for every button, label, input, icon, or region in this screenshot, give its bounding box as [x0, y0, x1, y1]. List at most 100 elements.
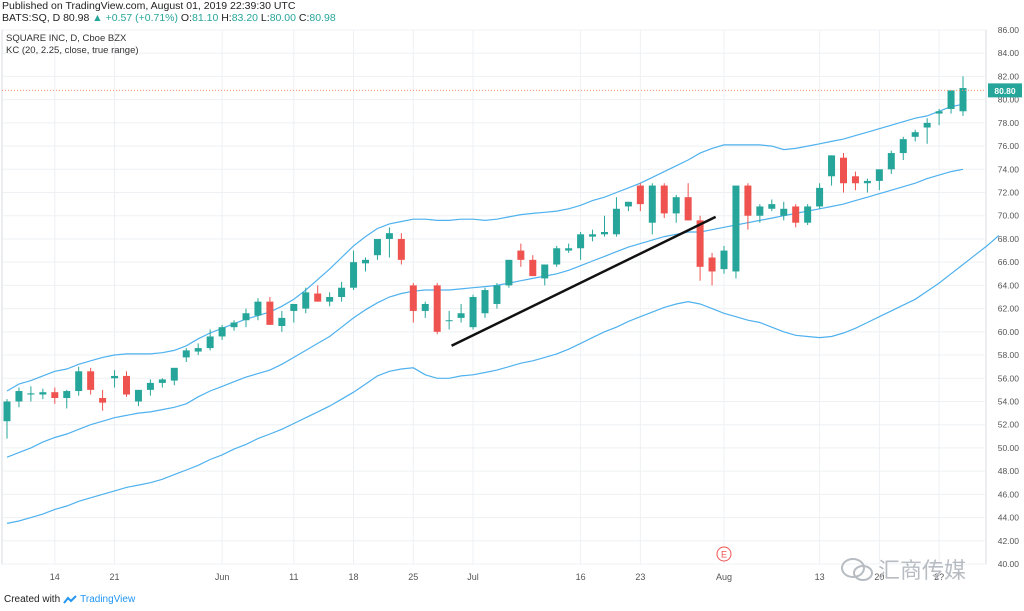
x-tick-label: 25 [408, 572, 418, 582]
candle-body-up [362, 259, 369, 264]
x-tick-label: 20 [874, 572, 884, 582]
candle-body-up [493, 285, 501, 304]
time-axis[interactable]: 14 21 Jun 11 18 25 Jul 16 23 Aug 13 20 2? [50, 572, 944, 582]
y-tick-label: 84.00 [998, 48, 1020, 58]
y-tick-label: 74.00 [998, 164, 1020, 174]
y-tick-label: 52.00 [998, 420, 1020, 430]
candle-body-up [75, 371, 83, 392]
y-tick-label: 44.00 [998, 513, 1020, 523]
tradingview-brand[interactable]: TradingView [80, 594, 136, 605]
candle-body-up [601, 231, 608, 235]
candle-body-down [744, 185, 752, 216]
price-axis[interactable]: 86.00 84.00 82.00 80.00 78.00 76.00 74.00 72.00… [988, 25, 1022, 569]
candle-body-up [648, 185, 656, 223]
current-price-tag [988, 83, 1022, 98]
candle-body-up [541, 264, 549, 279]
grid-lines [1, 29, 987, 565]
candle-body-up [481, 290, 489, 314]
candle-body-up [338, 287, 346, 297]
candle-body-up [565, 248, 573, 251]
candle-body-down [529, 259, 537, 277]
y-tick-label: 66.00 [998, 257, 1020, 267]
candle-body-down [636, 185, 644, 205]
high-value: 83.20 [231, 12, 258, 24]
candle-body-up [469, 297, 477, 328]
candle-body-up [863, 180, 871, 184]
tradingview-logo-icon [63, 594, 77, 604]
x-tick-label: 13 [815, 572, 825, 582]
x-tick-label: 2? [934, 572, 944, 582]
current-price-label: 80.80 [994, 86, 1016, 96]
overlays: E [2, 89, 986, 562]
candle-body-up [935, 111, 943, 114]
y-tick-label: 58.00 [998, 350, 1020, 360]
ticker: BATS:SQ, D [2, 12, 61, 24]
earnings-event-icon [716, 546, 732, 562]
candles [3, 76, 967, 439]
high-label: H: [221, 12, 232, 24]
candle-body-up [278, 317, 286, 327]
candle-body-up [170, 367, 178, 381]
x-tick-label: 23 [635, 572, 645, 582]
candle-body-up [947, 90, 955, 109]
legend-symbol: SQUARE INC, D, Cboe BZX [6, 33, 127, 44]
candle-body-down [397, 238, 405, 260]
open-value: 81.10 [192, 12, 219, 24]
candle-body-down [409, 285, 417, 311]
watermark: 汇商传媒 [840, 553, 966, 585]
y-tick-label: 68.00 [998, 234, 1020, 244]
candle-body-up [780, 208, 788, 216]
candle-body-down [266, 301, 274, 325]
ticker-line: BATS:SQ, D 80.98 ▲ +0.57 (+0.71%) O:81.1… [2, 12, 982, 24]
candle-body-up [194, 348, 202, 352]
band-line-kc-lower [6, 235, 1000, 524]
candle-body-down [433, 285, 441, 332]
x-tick-label: Jun [215, 572, 230, 582]
candle-body-down [87, 371, 95, 390]
watermark-text: 汇商传媒 [878, 559, 967, 584]
candle-body-up [732, 185, 740, 272]
candle-body-up [445, 320, 453, 322]
candle-body-up [923, 122, 931, 128]
y-tick-label: 42.00 [998, 536, 1020, 546]
band-line-kc-upper [6, 103, 964, 392]
candle-body-up [421, 303, 429, 311]
y-tick-label: 80.00 [998, 95, 1020, 105]
candle-body-up [373, 238, 381, 256]
open-label: O: [180, 12, 193, 24]
candle-body-up [218, 327, 226, 337]
candle-body-up [672, 197, 680, 214]
y-tick-label: 62.00 [998, 304, 1020, 314]
trend-line [450, 215, 717, 347]
price-change: +0.57 (+0.71%) [105, 12, 178, 24]
candle-body-up [505, 259, 513, 286]
x-tick-label: Aug [716, 572, 732, 582]
candle-body-down [99, 397, 107, 403]
candle-body-up [254, 301, 262, 316]
y-tick-label: 46.00 [998, 489, 1020, 499]
y-tick-label: 48.00 [998, 466, 1020, 476]
x-tick-label: 18 [349, 572, 359, 582]
candle-body-up [720, 250, 728, 270]
candle-body-up [589, 234, 597, 237]
candle-body-up [326, 297, 334, 302]
candle-body-up [158, 379, 166, 383]
y-tick-label: 78.00 [998, 118, 1020, 128]
x-tick-label: 16 [576, 572, 586, 582]
candle-body-down [123, 375, 130, 395]
candle-body-up [887, 153, 895, 170]
candle-body-up [302, 292, 310, 309]
candle-body-down [684, 197, 692, 221]
candle-body-up [804, 206, 812, 223]
candle-body-up [612, 208, 620, 235]
price-chart[interactable]: E 86.00 84.00 82.00 80.00 78.00 76.00 74.00 72.… [0, 24, 1024, 594]
last-price: 80.98 [63, 12, 90, 24]
candle-body-up [146, 382, 154, 390]
candle-body-up [828, 155, 836, 177]
candle-body-up [553, 248, 561, 265]
candle-body-up [577, 234, 585, 249]
candle-body-up [290, 303, 298, 311]
y-tick-label: 72.00 [998, 188, 1020, 198]
candle-body-up [457, 313, 465, 318]
candle-body-up [756, 206, 764, 216]
